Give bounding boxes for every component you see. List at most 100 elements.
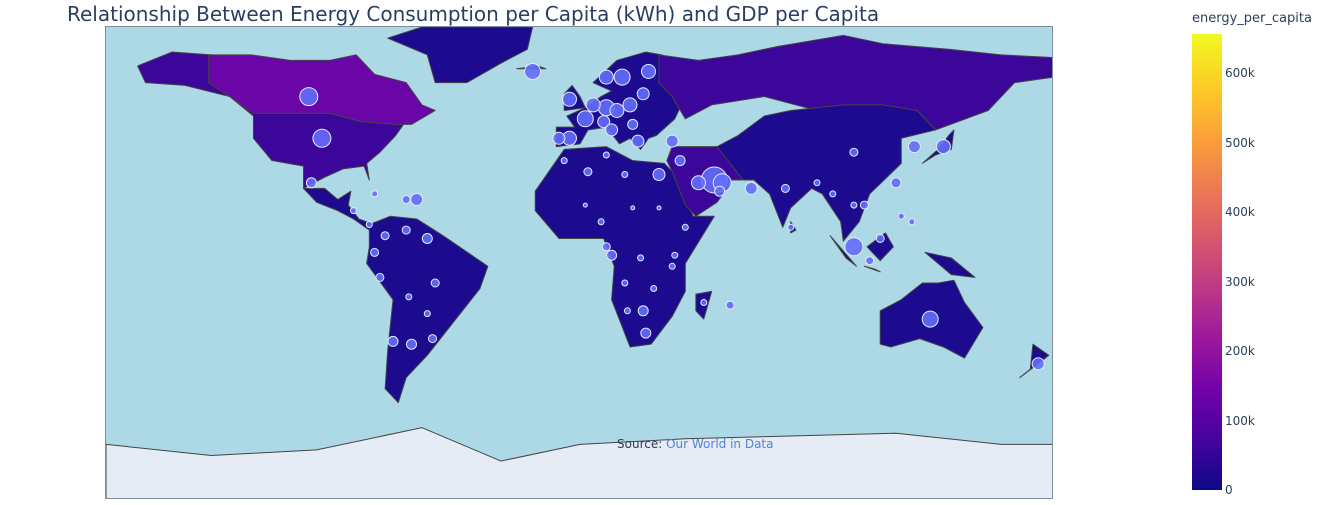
country-bubble[interactable] (430, 278, 440, 288)
land-africa[interactable] (534, 146, 715, 348)
country-bubble[interactable] (829, 190, 837, 198)
country-bubble[interactable] (601, 242, 611, 252)
country-bubble[interactable] (813, 179, 821, 187)
country-bubble[interactable] (631, 134, 645, 148)
country-bubble[interactable] (623, 307, 631, 315)
country-bubble[interactable] (1031, 357, 1045, 371)
source-prefix: Source: (617, 437, 667, 451)
country-bubble[interactable] (299, 87, 319, 107)
country-bubble[interactable] (406, 338, 417, 350)
country-bubble[interactable] (640, 327, 652, 339)
country-bubble[interactable] (844, 237, 864, 257)
country-bubble[interactable] (668, 262, 676, 270)
country-bubble[interactable] (421, 233, 433, 244)
colorbar-tick: 200k (1225, 344, 1255, 358)
country-bubble[interactable] (606, 249, 618, 261)
world-map[interactable]: Source: Our World in Data (105, 26, 1053, 499)
land-antarctica[interactable] (106, 427, 1053, 499)
country-bubble[interactable] (700, 299, 708, 306)
land-russia[interactable] (658, 34, 1053, 131)
country-bubble[interactable] (597, 218, 605, 226)
country-bubble[interactable] (650, 285, 658, 292)
country-bubble[interactable] (652, 168, 666, 181)
country-bubble[interactable] (380, 231, 390, 241)
colorbar-tick: 0 (1225, 483, 1233, 497)
country-bubble[interactable] (410, 193, 424, 206)
country-bubble[interactable] (405, 293, 413, 301)
country-bubble[interactable] (665, 134, 679, 148)
country-bubble[interactable] (401, 195, 411, 204)
colorbar-tick: 300k (1225, 275, 1255, 289)
country-bubble[interactable] (935, 139, 951, 155)
land-central-america[interactable] (303, 187, 376, 231)
land-canada[interactable] (208, 54, 436, 125)
country-bubble[interactable] (585, 97, 601, 113)
country-bubble[interactable] (609, 103, 625, 118)
country-bubble[interactable] (744, 181, 758, 195)
country-bubble[interactable] (576, 110, 594, 128)
country-bubble[interactable] (875, 234, 885, 243)
country-bubble[interactable] (423, 310, 431, 318)
country-bubble[interactable] (627, 118, 639, 130)
country-bubble[interactable] (849, 147, 859, 157)
country-bubble[interactable] (637, 305, 649, 317)
country-bubble[interactable] (560, 157, 568, 165)
country-bubble[interactable] (524, 63, 542, 80)
country-bubble[interactable] (401, 225, 411, 235)
country-bubble[interactable] (365, 221, 373, 228)
colorbar-tick: 100k (1225, 414, 1255, 428)
country-bubble[interactable] (907, 140, 921, 154)
country-bubble[interactable] (387, 335, 399, 347)
country-bubble[interactable] (890, 177, 902, 189)
country-bubble[interactable] (582, 202, 588, 208)
country-bubble[interactable] (605, 123, 619, 137)
country-bubble[interactable] (859, 200, 869, 210)
country-bubble[interactable] (850, 201, 858, 209)
country-bubble[interactable] (865, 256, 875, 266)
country-bubble[interactable] (613, 68, 631, 86)
country-bubble[interactable] (636, 87, 650, 101)
country-bubble[interactable] (350, 207, 357, 215)
country-bubble[interactable] (681, 223, 689, 231)
country-bubble[interactable] (637, 254, 645, 262)
land-indonesia-2[interactable] (863, 265, 881, 273)
country-bubble[interactable] (621, 171, 629, 178)
map-canvas[interactable] (106, 27, 1053, 499)
country-bubble[interactable] (428, 334, 437, 344)
country-bubble[interactable] (583, 167, 593, 177)
country-bubble[interactable] (598, 69, 614, 85)
colorbar-tick: 500k (1225, 136, 1255, 150)
country-bubble[interactable] (621, 279, 629, 287)
country-bubble[interactable] (714, 185, 726, 197)
source-annotation: Source: Our World in Data (617, 437, 774, 451)
country-bubble[interactable] (656, 205, 662, 211)
source-link[interactable]: Our World in Data (666, 437, 774, 451)
country-bubble[interactable] (602, 151, 610, 159)
country-bubble[interactable] (671, 251, 679, 259)
country-bubble[interactable] (597, 115, 611, 129)
country-bubble[interactable] (908, 218, 916, 226)
land-indonesia-1[interactable] (829, 235, 857, 267)
country-bubble[interactable] (630, 205, 636, 211)
country-bubble[interactable] (312, 128, 332, 148)
bubble-layer (299, 63, 1045, 371)
country-bubble[interactable] (787, 223, 795, 231)
country-bubble[interactable] (371, 190, 379, 198)
country-bubble[interactable] (622, 97, 638, 113)
country-bubble[interactable] (641, 64, 656, 79)
country-bubble[interactable] (305, 177, 317, 189)
country-bubble[interactable] (691, 175, 706, 191)
country-bubble[interactable] (375, 272, 385, 282)
country-bubble[interactable] (897, 212, 905, 220)
country-bubble[interactable] (562, 91, 577, 107)
country-bubble[interactable] (370, 247, 380, 257)
country-bubble[interactable] (674, 155, 686, 167)
country-bubble[interactable] (725, 300, 735, 310)
country-bubble[interactable] (921, 310, 939, 328)
land-new-guinea[interactable] (924, 251, 976, 278)
colorbar (1192, 34, 1222, 490)
land-greenland[interactable] (387, 27, 534, 84)
country-bubble[interactable] (780, 183, 790, 193)
colorbar-tick: 600k (1225, 66, 1255, 80)
country-bubble[interactable] (552, 131, 566, 145)
